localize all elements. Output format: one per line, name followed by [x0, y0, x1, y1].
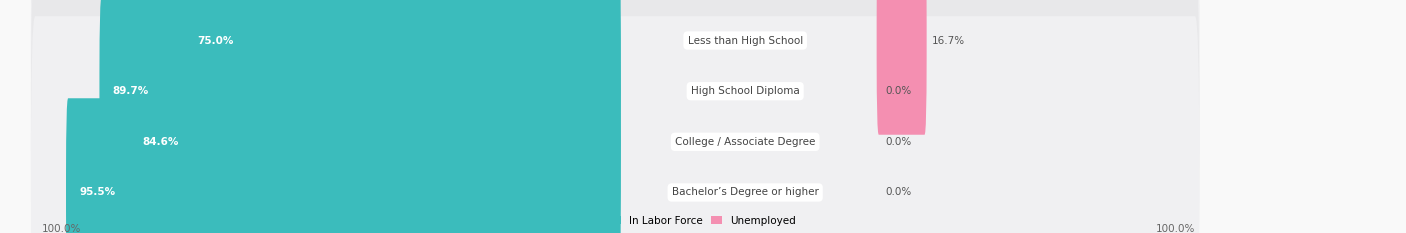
FancyBboxPatch shape: [31, 0, 1199, 217]
Text: 16.7%: 16.7%: [932, 35, 965, 45]
FancyBboxPatch shape: [31, 16, 1199, 233]
FancyBboxPatch shape: [877, 0, 927, 135]
FancyBboxPatch shape: [31, 0, 1199, 233]
FancyBboxPatch shape: [100, 0, 621, 185]
FancyBboxPatch shape: [66, 98, 621, 233]
Text: 0.0%: 0.0%: [886, 188, 912, 198]
Text: 84.6%: 84.6%: [142, 137, 179, 147]
Text: 75.0%: 75.0%: [197, 35, 233, 45]
Text: High School Diploma: High School Diploma: [690, 86, 800, 96]
Text: College / Associate Degree: College / Associate Degree: [675, 137, 815, 147]
Text: 0.0%: 0.0%: [886, 86, 912, 96]
FancyBboxPatch shape: [31, 0, 1199, 233]
Legend: In Labor Force, Unemployed: In Labor Force, Unemployed: [606, 212, 800, 230]
FancyBboxPatch shape: [184, 0, 621, 135]
Text: 100.0%: 100.0%: [42, 224, 82, 233]
Text: 0.0%: 0.0%: [886, 137, 912, 147]
Text: 89.7%: 89.7%: [112, 86, 149, 96]
FancyBboxPatch shape: [129, 48, 621, 233]
Text: Bachelor’s Degree or higher: Bachelor’s Degree or higher: [672, 188, 818, 198]
Text: 100.0%: 100.0%: [1156, 224, 1195, 233]
Text: Less than High School: Less than High School: [688, 35, 803, 45]
Text: 95.5%: 95.5%: [79, 188, 115, 198]
